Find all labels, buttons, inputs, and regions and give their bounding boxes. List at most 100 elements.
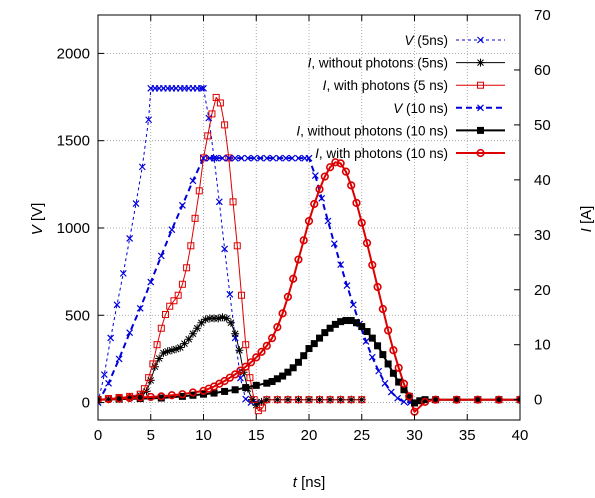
x-tick-label: 20 [301, 427, 318, 444]
data-point-series-3 [191, 214, 199, 222]
data-point-series-1 [226, 290, 234, 298]
data-point-series-6 [136, 393, 145, 402]
legend-marker [476, 58, 485, 67]
data-point-series-1 [107, 334, 115, 342]
y-tick-label-right: 50 [534, 117, 551, 134]
data-point-series-5 [231, 386, 239, 394]
data-point-series-4 [126, 329, 134, 337]
data-point-series-6 [368, 260, 377, 270]
data-point-series-2 [252, 401, 261, 410]
data-point-series-3 [246, 374, 254, 382]
legend-label: V (10 ns) [393, 101, 448, 116]
data-point-series-6 [252, 353, 261, 362]
data-point-series-4 [105, 379, 112, 387]
data-point-series-2 [159, 348, 168, 357]
data-point-series-2 [172, 345, 181, 354]
data-point-series-2 [180, 339, 189, 348]
markers-group [98, 84, 520, 416]
y-tick-label-right: 0 [534, 392, 542, 409]
data-point-series-3 [259, 404, 267, 412]
data-point-series-6 [188, 388, 198, 397]
legend-entry-5: I, without photons (10 ns) [296, 123, 505, 138]
data-point-series-5 [284, 368, 292, 376]
data-point-series-4 [330, 240, 338, 248]
data-point-series-4 [295, 154, 302, 162]
data-point-series-3 [149, 360, 157, 368]
data-point-series-4 [136, 304, 144, 312]
data-point-series-3 [250, 396, 258, 404]
data-point-series-3 [162, 310, 170, 318]
data-point-series-2 [184, 335, 193, 344]
data-point-series-2 [167, 346, 176, 355]
legend-marker [477, 81, 484, 89]
data-point-series-4 [263, 154, 271, 162]
data-point-series-3 [170, 297, 178, 305]
x-tick-label: 30 [406, 427, 423, 444]
data-point-series-6 [405, 392, 414, 401]
data-point-series-6 [389, 346, 398, 355]
data-point-series-4 [381, 379, 389, 387]
data-point-series-2 [262, 395, 271, 404]
legend-label: I, with photons (10 ns) [315, 146, 448, 161]
data-point-series-5 [310, 340, 318, 348]
y-tick-label-left: 2000 [57, 45, 90, 62]
data-point-series-2 [155, 354, 164, 363]
data-point-series-6 [289, 274, 298, 283]
y-tick-label-right: 60 [534, 62, 551, 79]
data-point-series-5 [252, 381, 260, 389]
legend-entry-1: V (5ns) [404, 33, 505, 48]
data-point-series-6 [362, 238, 372, 248]
data-point-series-6 [347, 181, 356, 190]
x-tick-label: 0 [94, 427, 102, 444]
data-point-series-4 [394, 394, 402, 402]
data-point-series-2 [326, 395, 335, 404]
data-point-series-6 [262, 341, 271, 350]
data-point-series-1 [138, 163, 146, 171]
data-point-series-2 [205, 314, 214, 323]
data-point-series-4 [257, 154, 264, 162]
data-point-series-6 [114, 394, 124, 403]
data-point-series-6 [273, 323, 282, 332]
data-point-series-2 [201, 315, 210, 324]
data-point-series-4 [238, 154, 245, 162]
legend-label: V (5ns) [404, 33, 448, 48]
data-point-series-2 [193, 324, 202, 333]
data-point-series-6 [283, 292, 293, 302]
data-point-series-3 [237, 291, 245, 299]
data-point-series-3 [337, 396, 345, 404]
data-point-series-6 [373, 282, 382, 292]
x-tick-label: 15 [248, 427, 265, 444]
data-point-series-4 [311, 172, 319, 180]
data-point-series-2 [104, 395, 113, 404]
data-point-series-3 [233, 242, 241, 250]
data-point-series-6 [331, 158, 340, 167]
series-line-3 [98, 96, 362, 412]
data-point-series-6 [336, 159, 345, 168]
data-point-series-5 [374, 342, 382, 350]
x-tick-label: 10 [195, 427, 212, 444]
y-axis-label-left: V [V] [29, 203, 46, 236]
data-point-series-3 [347, 396, 355, 404]
y-tick-label-right: 70 [534, 7, 551, 24]
y-tick-label-left: 1000 [57, 220, 90, 237]
x-tick-label: 5 [147, 427, 155, 444]
data-point-series-3 [212, 93, 220, 101]
x-axis-label: t [ns] [293, 474, 326, 491]
data-point-series-6 [352, 198, 361, 208]
data-point-series-4 [337, 261, 345, 269]
legend-marker [477, 126, 484, 134]
data-point-series-2 [235, 346, 244, 355]
data-point-series-6 [257, 347, 266, 356]
data-point-series-1 [221, 245, 229, 253]
data-point-series-4 [250, 154, 258, 162]
data-point-series-6 [157, 392, 166, 401]
data-point-series-1 [126, 235, 134, 242]
data-point-series-4 [269, 154, 277, 162]
data-point-series-5 [294, 358, 302, 366]
data-point-series-4 [349, 301, 357, 309]
data-point-series-6 [320, 172, 329, 181]
data-point-series-5 [363, 328, 371, 336]
data-point-series-6 [241, 362, 250, 371]
